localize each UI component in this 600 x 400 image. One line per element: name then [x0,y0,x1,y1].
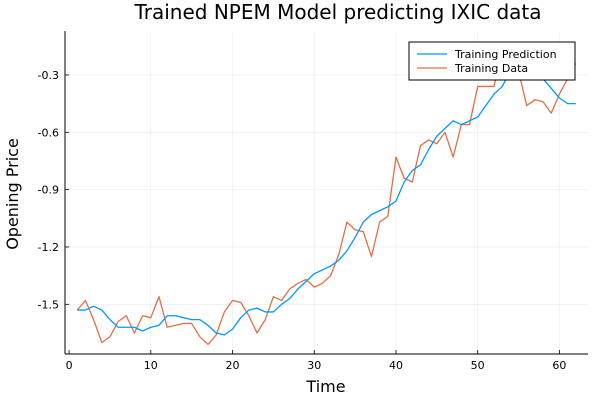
y-tick-label: -1.5 [38,298,59,311]
series-layer [76,47,577,346]
legend: Training Prediction Training Data [408,41,576,81]
x-tick-label: 20 [226,359,240,372]
x-axis-label: Time [305,377,345,396]
legend-box [408,41,576,81]
x-tick-label: 40 [389,359,403,372]
legend-entry-training-data: Training Data [454,62,528,75]
axes [64,31,588,355]
legend-entry-training-prediction: Training Prediction [454,48,557,61]
tick-labels: 0 10 20 30 40 50 60 -1.5 -1.2 -0.9 -0.6 -0.3 [38,69,567,372]
y-tick-label: -1.2 [38,241,59,254]
chart-title: Trained NPEM Model predicting IXIC data [133,0,541,24]
x-tick-label: 0 [66,359,73,372]
x-tick-label: 10 [144,359,158,372]
y-tick-label: -0.9 [38,184,59,197]
x-tick-label: 30 [307,359,321,372]
y-axis-label: Opening Price [3,138,22,250]
x-tick-label: 50 [471,359,485,372]
series-line-training-data [76,47,577,346]
grid-lines [65,31,588,354]
y-tick-label: -0.6 [38,126,59,139]
x-tick-label: 60 [552,359,566,372]
y-tick-label: -0.3 [38,69,59,82]
series-line-training-prediction [77,59,576,336]
